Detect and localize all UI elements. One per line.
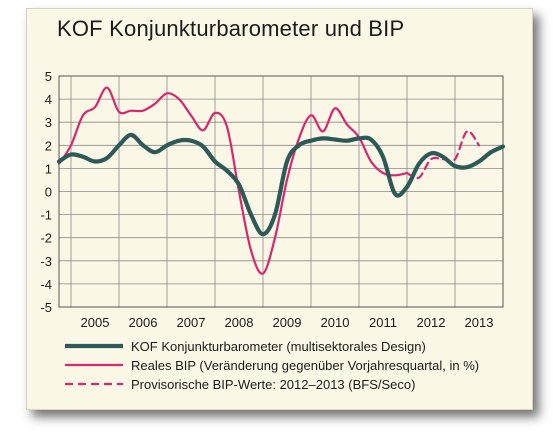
x-tick-label: 2010 <box>321 315 350 330</box>
y-tick-label: -1 <box>40 208 52 223</box>
legend-label: Provisorische BIP-Werte: 2012–2013 (BFS/… <box>131 377 415 392</box>
y-tick-label: 5 <box>45 69 52 84</box>
x-tick-label: 2005 <box>81 315 110 330</box>
legend-label: Reales BIP (Veränderung gegenüber Vorjah… <box>131 358 479 373</box>
x-tick-label: 2009 <box>273 315 302 330</box>
x-tick-label: 2012 <box>417 315 446 330</box>
plot-border <box>58 75 504 308</box>
kof-barometer-line <box>56 132 506 237</box>
y-tick-label: -2 <box>40 231 52 246</box>
y-tick-label: 2 <box>45 138 52 153</box>
x-tick-label: 2008 <box>225 315 254 330</box>
x-tick-label: 2007 <box>177 315 206 330</box>
y-tick-label: -4 <box>40 277 52 292</box>
x-tick-label: 2011 <box>369 315 397 330</box>
real-gdp-line <box>57 86 409 275</box>
y-tick-label: 0 <box>45 185 52 200</box>
legend-label: KOF Konjunkturbarometer (multisektorales… <box>131 339 426 354</box>
y-tick-label: -3 <box>40 254 52 269</box>
x-tick-label: 2006 <box>129 315 158 330</box>
chart-frame: KOF Konjunkturbarometer und BIP 5 4 3 2 1 0 -1… <box>26 8 533 410</box>
chart-svg: 5 4 3 2 1 0 -1 -2 -3 -4 -5 2005 2006 2007 2008 2009 2010… <box>40 69 506 392</box>
chart-title: KOF Konjunkturbarometer und BIP <box>57 16 405 41</box>
y-tick-label: 4 <box>45 92 52 107</box>
y-tick-label: 1 <box>45 161 52 176</box>
y-tick-label: -5 <box>40 300 52 315</box>
y-tick-label: 3 <box>45 115 52 130</box>
x-tick-label: 2013 <box>465 315 494 330</box>
